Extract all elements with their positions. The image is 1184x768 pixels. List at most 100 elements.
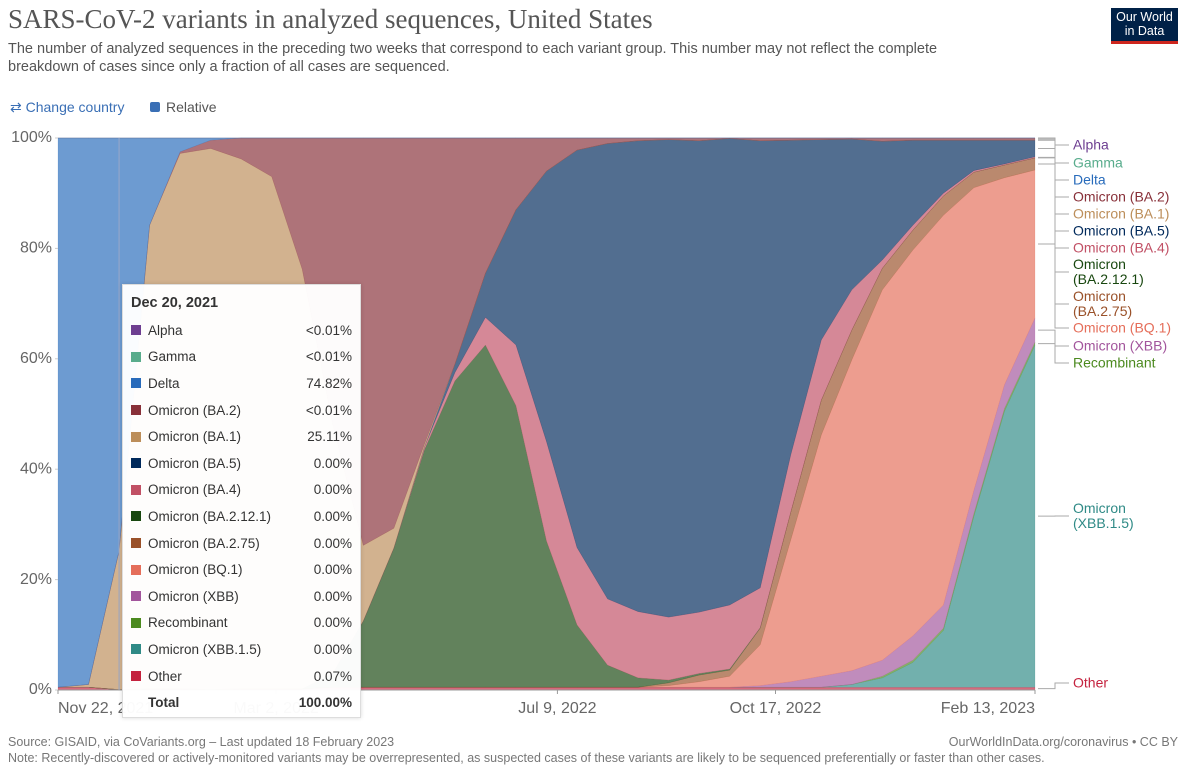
y-tick-label: 60% <box>20 350 52 367</box>
tooltip-name: Omicron (XBB.1.5) <box>148 641 262 657</box>
tooltip-value: 25.11% <box>307 429 352 445</box>
x-tick-label: Feb 13, 2023 <box>941 700 1035 717</box>
tooltip-value: 0.00% <box>313 535 352 551</box>
series-label: Omicron (XBB) <box>1073 337 1168 354</box>
y-tick-label: 20% <box>20 571 52 588</box>
relative-toggle[interactable]: Relative <box>150 99 217 115</box>
legend-swatch <box>131 591 141 602</box>
label-connector <box>1038 163 1069 305</box>
series-label: Omicron (BA.5) <box>1073 222 1170 239</box>
series-label: Gamma <box>1073 154 1123 171</box>
legend-swatch <box>131 538 141 549</box>
series-label: Omicron (BA.2.12.1) <box>1073 256 1144 287</box>
logo-line: in Data <box>1124 24 1165 38</box>
legend-swatch <box>131 351 141 362</box>
tooltip-name: Other <box>148 668 182 684</box>
tooltip-total: Total 100.00% <box>131 689 352 716</box>
legend-swatch <box>131 511 141 522</box>
label-connector <box>1038 157 1069 273</box>
tooltip-value: 0.00% <box>313 482 352 498</box>
link[interactable]: OurWorldInData.org/coronavirus • CC BY <box>948 735 1178 749</box>
legend-swatch <box>131 378 141 389</box>
x-tick-label: Oct 17, 2022 <box>730 700 822 717</box>
series-label: Omicron (BA.2.75) <box>1073 288 1133 319</box>
tooltip-value: 74.82% <box>306 375 352 391</box>
tooltip-row: Omicron (XBB.1.5) 0.00% <box>131 636 352 663</box>
tooltip-row: Recombinant 0.00% <box>131 610 352 637</box>
legend-swatch <box>131 458 141 469</box>
series-label: Recombinant <box>1073 354 1156 371</box>
label-connector <box>1038 137 1069 164</box>
legend-swatch <box>131 671 141 682</box>
swap-icon: ⇄ <box>10 99 26 115</box>
series-label: Delta <box>1073 171 1106 188</box>
relative-label: Relative <box>166 99 217 115</box>
tooltip-name: Delta <box>148 375 180 391</box>
logo[interactable]: Our World in Data <box>1111 8 1178 44</box>
tooltip-value: 0.00% <box>313 508 352 524</box>
legend-swatch <box>131 325 141 336</box>
series-label: Other <box>1073 674 1109 691</box>
y-tick-label: 100% <box>11 129 52 146</box>
series-label: Alpha <box>1073 136 1109 153</box>
tooltip-value: <0.01% <box>305 322 352 338</box>
tooltip-value: 0.00% <box>313 562 352 578</box>
area <box>57 137 1035 688</box>
logo-line: Our World <box>1116 10 1173 24</box>
tooltip-name: Omicron (BA.2.12.1) <box>148 508 272 524</box>
tooltip-name: Omicron (BA.5) <box>148 455 242 471</box>
legend-swatch <box>131 564 141 575</box>
y-tick-label: 80% <box>20 240 52 257</box>
total-name: Total <box>148 695 180 711</box>
legend-swatch <box>131 405 141 416</box>
label-connector <box>1038 243 1069 329</box>
label-connector <box>1038 137 1069 181</box>
tooltip-name: Omicron (XBB) <box>148 588 239 604</box>
tooltip-name: Alpha <box>148 322 183 338</box>
tooltip-row: Omicron (BA.5) 0.00% <box>131 450 352 477</box>
legend-swatch <box>131 431 141 442</box>
tooltip-value: 0.07% <box>313 668 352 684</box>
source: Source: GISAID, via CoVariants.org – Las… <box>8 735 395 749</box>
tooltip-date: Dec 20, 2021 <box>131 295 219 311</box>
tooltip-name: Recombinant <box>148 615 228 631</box>
label-connector <box>1038 138 1069 198</box>
series-label: Omicron (XBB.1.5) <box>1073 500 1134 531</box>
label-connector <box>1038 682 1069 690</box>
tooltip-row: Omicron (BA.2.12.1) 0.00% <box>131 503 352 530</box>
tooltip-row: Omicron (BA.2.75) 0.00% <box>131 530 352 557</box>
y-tick-label: 0% <box>29 681 52 698</box>
tooltip-value: 0.00% <box>313 588 352 604</box>
area <box>58 138 1036 690</box>
tooltip-row: Omicron (XBB) 0.00% <box>131 583 352 610</box>
tooltip-name: Omicron (BA.2.75) <box>148 535 260 551</box>
x-tick-label: Jul 9, 2022 <box>518 700 596 717</box>
tooltip-value: 0.00% <box>313 455 352 471</box>
change-country-label: Change country <box>25 99 125 115</box>
tooltip-row: Omicron (BA.1) 25.11% <box>131 423 352 450</box>
series-label: Omicron (BA.4) <box>1073 239 1170 256</box>
area <box>57 137 1036 688</box>
tooltip-name: Omicron (BA.2) <box>148 402 242 418</box>
chart-title: SARS-CoV-2 variants in analyzed sequence… <box>8 4 653 34</box>
tooltip-value: 0.00% <box>313 641 352 657</box>
label-connector <box>1038 156 1069 249</box>
tooltip-rows: Alpha <0.01% Gamma <0.01% Delta 74.82% Omicron… <box>131 317 352 689</box>
y-tick-label: 40% <box>20 460 52 477</box>
legend-swatch <box>131 644 141 655</box>
tooltip-name: Omicron (BA.4) <box>148 482 242 498</box>
series-label: Omicron (BA.1) <box>1073 205 1170 222</box>
change-country[interactable]: ⇄ Change country <box>10 99 124 116</box>
series-label: Omicron (BQ.1) <box>1073 319 1172 336</box>
area <box>58 156 1036 690</box>
tooltip-value: <0.01% <box>305 349 352 365</box>
total-value: 100.00% <box>298 695 352 711</box>
chart-subtitle: The number of analyzed sequences in the … <box>8 41 938 75</box>
tooltip-row: Other 0.07% <box>131 663 352 690</box>
tooltip-name: Omicron (BA.1) <box>148 429 242 445</box>
tooltip-value: 0.00% <box>313 615 352 631</box>
tooltip-row: Delta 74.82% <box>131 370 352 397</box>
checkbox <box>150 102 160 112</box>
legend-swatch <box>131 617 141 628</box>
